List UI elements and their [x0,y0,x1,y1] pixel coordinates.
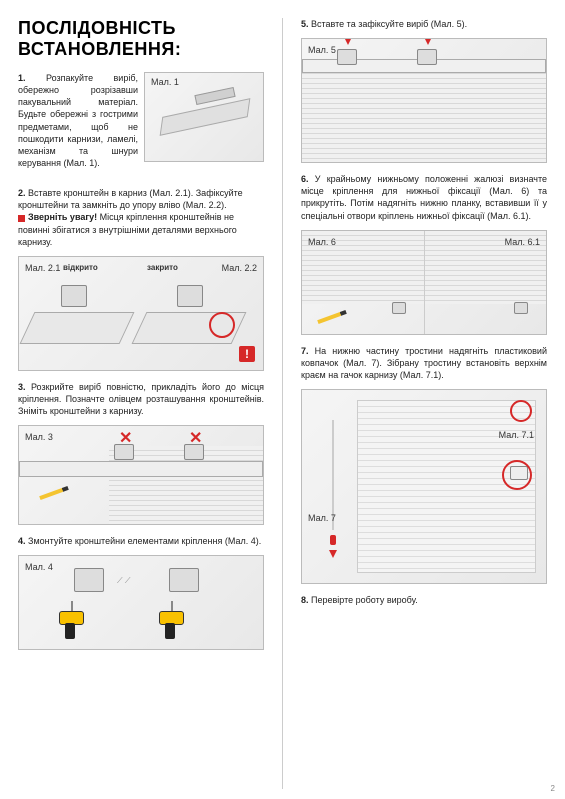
fig3-x2: ✕ [189,428,202,448]
fig3-x1: ✕ [119,428,132,448]
fig2-bracket-left [61,285,87,307]
step-7-num: 7. [301,346,309,356]
figure-4-label: Мал. 4 [25,562,53,572]
step-8: 8. Перевірте роботу виробу. [301,594,547,606]
fig6-clip [392,302,406,314]
step-1: 1. Розпакуйте виріб, обережно розрізавши… [18,72,138,169]
fig6-pencil [317,310,347,324]
step-2-text: Вставте кронштейн в карниз (Мал. 2.1). З… [18,188,243,210]
fig7-circle-1 [510,400,532,422]
fig2-rail-left [20,312,135,344]
fig2-alert-icon: ! [239,346,255,362]
fig5-blinds [302,69,546,162]
drill-handle-icon [165,623,175,639]
step-3-text: Розкрийте виріб повністю, прикладіть йог… [18,382,264,416]
page-number: 2 [551,784,555,793]
step-3-num: 3. [18,382,26,392]
fig3-pencil [39,486,69,500]
figure-6: Мал. 6 Мал. 6.1 [301,230,547,335]
figure-21-label: Мал. 2.1 [25,263,60,273]
fig4-bracket-1 [74,568,104,592]
column-divider [282,18,283,789]
step-7-text: На нижню частину тростини надягніть плас… [301,346,547,380]
figure-6-label: Мал. 6 [308,237,336,247]
step-2-num: 2. [18,188,26,198]
fig1-rail [160,98,251,136]
figure-5: Мал. 5 [301,38,547,163]
fig5-arrow-2 [424,38,432,45]
fig5-bracket-2 [417,49,437,65]
figure-1: Мал. 1 [144,72,264,162]
fig3-rail [19,461,263,477]
step-4-num: 4. [18,536,26,546]
fig7-arrow [329,550,337,558]
step-1-num: 1. [18,73,26,83]
figure-5-label: Мал. 5 [308,45,336,55]
figure-1-label: Мал. 1 [151,77,179,87]
page-title: ПОСЛІДОВНІСТЬ ВСТАНОВЛЕННЯ: [18,18,264,60]
fig4-drill-1 [59,611,94,639]
figure-2: Мал. 2.1 відкрито закрито Мал. 2.2 ! [18,256,264,371]
fig5-arrow-1 [344,38,352,45]
fig4-bracket-2 [169,568,199,592]
figure-3-label: Мал. 3 [25,432,53,442]
figure-7: Мал. 7 Мал. 7.1 [301,389,547,584]
step-8-num: 8. [301,595,309,605]
fig7-circle-2 [502,460,532,490]
step-4-text: Змонтуйте кронштейни елементами кріпленн… [28,536,261,546]
step-5-num: 5. [301,19,309,29]
step-5-text: Вставте та зафіксуйте виріб (Мал. 5). [311,19,467,29]
instruction-page: ПОСЛІДОВНІСТЬ ВСТАНОВЛЕННЯ: 1. Розпакуйт… [0,0,565,799]
figure-4: Мал. 4 ⟋ ⟋ [18,555,264,650]
fig2-circle [209,312,235,338]
fig4-screws: ⟋ ⟋ [117,576,130,586]
step-1-text: Розпакуйте виріб, обережно розрізавши па… [18,73,138,168]
step-2: 2. Вставте кронштейн в карниз (Мал. 2.1)… [18,187,264,248]
step-1-row: 1. Розпакуйте виріб, обережно розрізавши… [18,72,264,177]
step-5: 5. Вставте та зафіксуйте виріб (Мал. 5). [301,18,547,30]
fig4-drill-2 [159,611,194,639]
step-8-text: Перевірте роботу виробу. [311,595,418,605]
step-6-text: У крайньому нижньому положенні жалюзі ви… [301,174,547,220]
figure-71-label: Мал. 7.1 [499,430,534,440]
fig6-left: Мал. 6 [302,231,425,334]
figure-2-open: відкрито [63,263,98,272]
figure-61-label: Мал. 6.1 [505,237,540,247]
step-6-num: 6. [301,174,309,184]
figure-7-label: Мал. 7 [308,513,336,523]
right-column: 5. Вставте та зафіксуйте виріб (Мал. 5).… [301,18,547,789]
fig61-clip [514,302,528,314]
step-7: 7. На нижню частину тростини надягніть п… [301,345,547,381]
figure-3: Мал. 3 ✕ ✕ [18,425,264,525]
warning-icon [18,215,25,222]
step-4: 4. Змонтуйте кронштейни елементами кріпл… [18,535,264,547]
figure-22-label: Мал. 2.2 [222,263,257,273]
drill-handle-icon [65,623,75,639]
step-2-warn-label: Зверніть увагу! [28,212,97,222]
step-6: 6. У крайньому нижньому положенні жалюзі… [301,173,547,222]
fig5-bracket-1 [337,49,357,65]
fig6-right: Мал. 6.1 [425,231,547,334]
fig2-bracket-right [177,285,203,307]
figure-2-closed: закрито [147,263,178,272]
step-3: 3. Розкрийте виріб повністю, прикладіть … [18,381,264,417]
fig7-wand-tip [330,535,336,545]
left-column: ПОСЛІДОВНІСТЬ ВСТАНОВЛЕННЯ: 1. Розпакуйт… [18,18,264,789]
